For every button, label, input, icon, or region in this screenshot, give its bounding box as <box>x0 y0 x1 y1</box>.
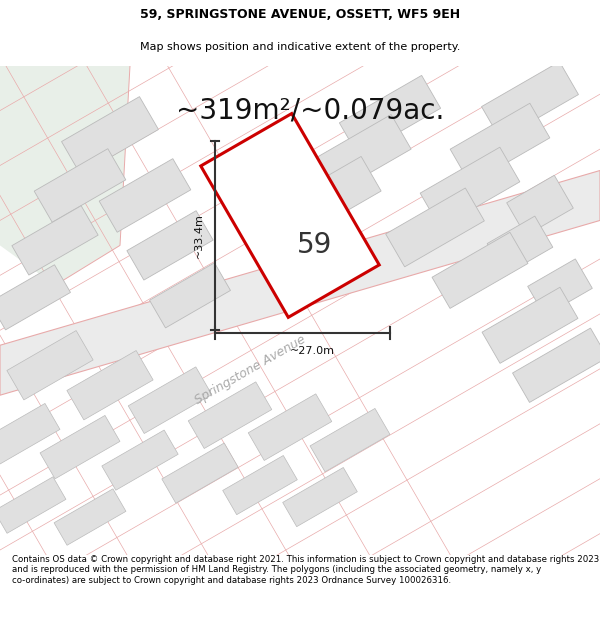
Polygon shape <box>223 456 298 514</box>
Polygon shape <box>201 114 379 318</box>
Text: Map shows position and indicative extent of the property.: Map shows position and indicative extent… <box>140 42 460 52</box>
Polygon shape <box>0 265 70 330</box>
Polygon shape <box>527 259 592 316</box>
Text: 59, SPRINGSTONE AVENUE, OSSETT, WF5 9EH: 59, SPRINGSTONE AVENUE, OSSETT, WF5 9EH <box>140 8 460 21</box>
Polygon shape <box>450 103 550 184</box>
Text: 59: 59 <box>298 231 332 259</box>
Polygon shape <box>62 97 158 174</box>
Polygon shape <box>188 382 272 449</box>
Polygon shape <box>512 328 600 402</box>
Polygon shape <box>127 211 213 280</box>
Polygon shape <box>162 443 238 503</box>
Polygon shape <box>34 149 126 222</box>
Polygon shape <box>128 367 212 434</box>
Polygon shape <box>283 468 358 527</box>
Polygon shape <box>482 288 578 363</box>
Polygon shape <box>54 489 126 545</box>
Polygon shape <box>310 409 390 472</box>
Text: Springstone Avenue: Springstone Avenue <box>192 333 308 408</box>
Polygon shape <box>7 331 93 400</box>
Polygon shape <box>506 175 574 236</box>
Polygon shape <box>250 198 350 278</box>
Polygon shape <box>0 66 130 286</box>
Polygon shape <box>0 404 60 467</box>
Polygon shape <box>0 171 600 395</box>
Polygon shape <box>432 232 528 308</box>
Polygon shape <box>482 62 578 139</box>
Text: ~27.0m: ~27.0m <box>290 346 335 356</box>
Polygon shape <box>67 351 153 420</box>
Polygon shape <box>309 114 411 196</box>
Polygon shape <box>340 76 440 156</box>
Polygon shape <box>102 430 178 490</box>
Polygon shape <box>487 216 553 275</box>
Text: ~33.4m: ~33.4m <box>194 213 204 258</box>
Polygon shape <box>40 416 120 479</box>
Polygon shape <box>279 156 381 239</box>
Polygon shape <box>0 477 66 533</box>
Polygon shape <box>420 148 520 228</box>
Polygon shape <box>99 159 191 232</box>
Text: Contains OS data © Crown copyright and database right 2021. This information is : Contains OS data © Crown copyright and d… <box>12 555 599 585</box>
Polygon shape <box>386 188 484 267</box>
Polygon shape <box>248 394 332 461</box>
Polygon shape <box>149 262 230 328</box>
Text: ~319m²/~0.079ac.: ~319m²/~0.079ac. <box>176 97 444 124</box>
Polygon shape <box>12 206 98 275</box>
